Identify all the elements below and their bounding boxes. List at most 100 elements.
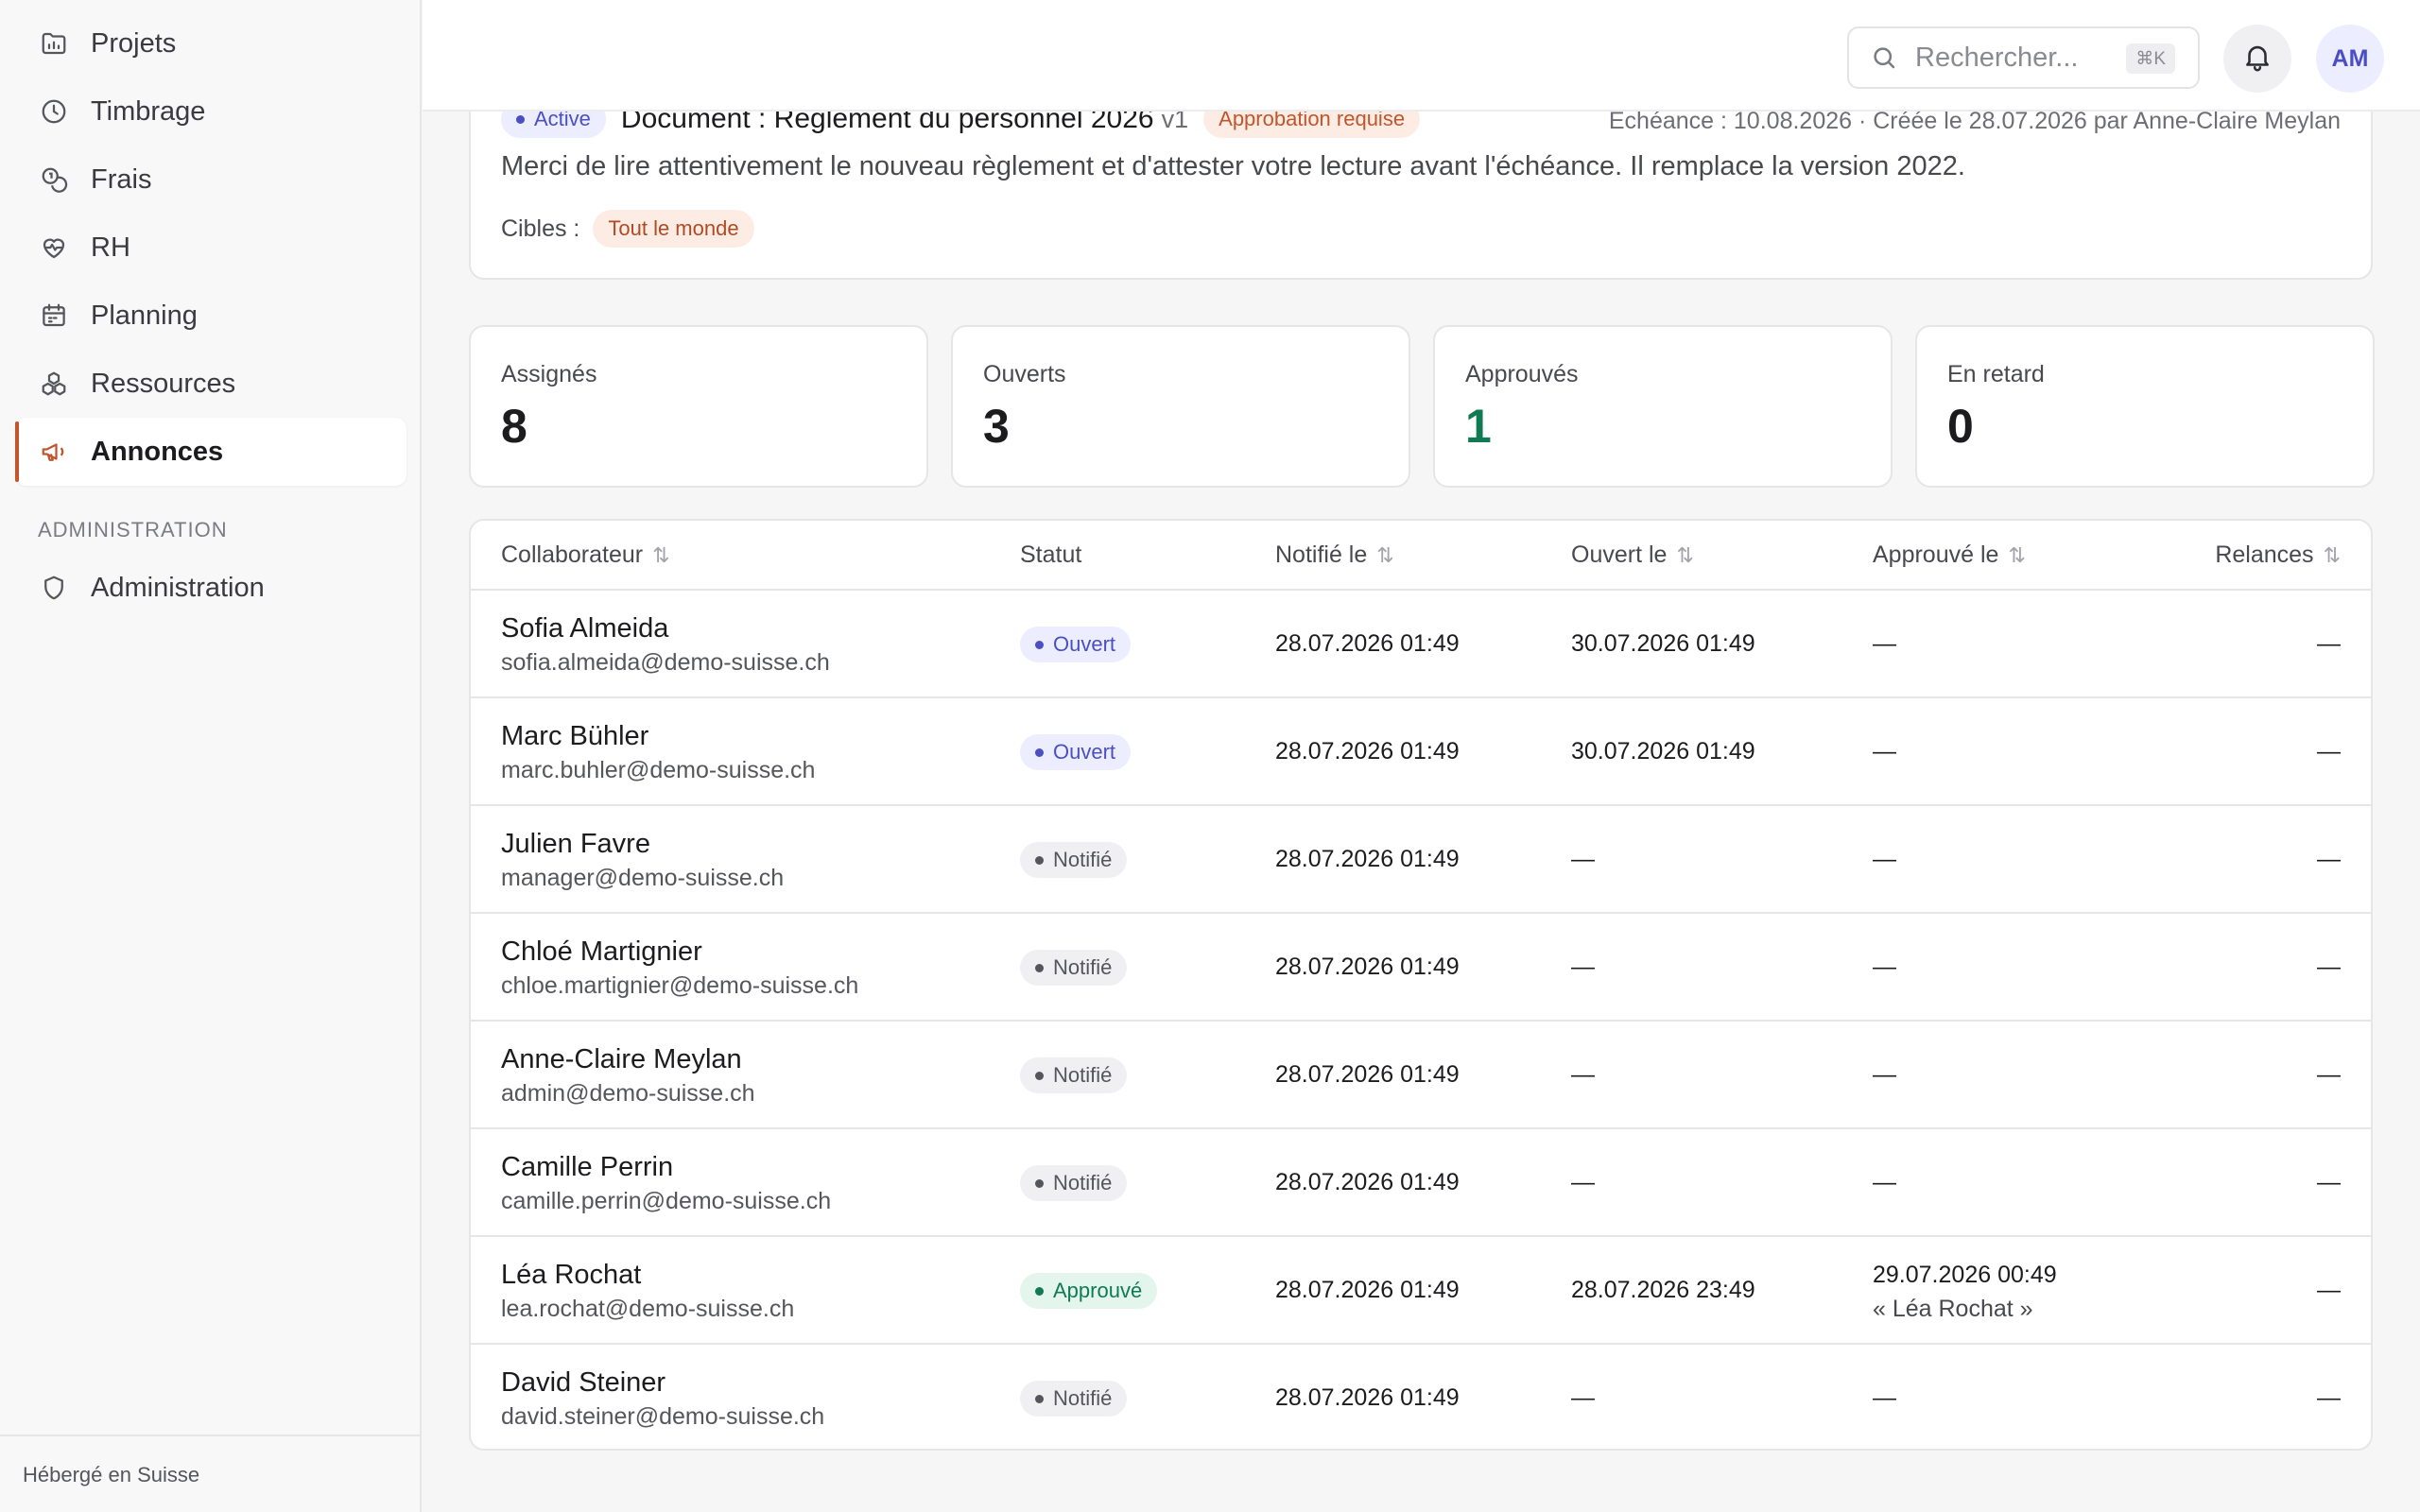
table-row[interactable]: Julien Favre manager@demo-suisse.ch Noti…: [471, 806, 2371, 914]
column-header-label: Collaborateur: [501, 541, 644, 568]
sidebar-item-label: Timbrage: [91, 95, 206, 127]
megaphone-icon: [38, 436, 70, 468]
search-icon: [1870, 43, 1898, 72]
status-badge: Ouvert: [1020, 627, 1132, 662]
table-row[interactable]: Camille Perrin camille.perrin@demo-suiss…: [471, 1129, 2371, 1237]
reminders-count: —: [2317, 846, 2341, 872]
reminders-count: —: [2317, 1384, 2341, 1411]
status-badge: Notifié: [1020, 842, 1128, 878]
recipients-table: Collaborateur ⇅ Statut Notifié le ⇅ Ouve…: [469, 519, 2373, 1451]
clock-icon: [38, 95, 70, 128]
sidebar-footer: Hébergé en Suisse: [0, 1435, 420, 1512]
shield-icon: [38, 572, 70, 604]
sidebar-item-ressources[interactable]: Ressources: [15, 350, 406, 418]
coins-icon: [38, 163, 70, 196]
reminders-count: —: [2317, 738, 2341, 765]
announcement-description: Merci de lire attentivement le nouveau r…: [501, 151, 1965, 181]
sidebar-item-annonces[interactable]: Annonces: [15, 418, 406, 486]
reminders-count: —: [2317, 630, 2341, 657]
opened-date: 30.07.2026 01:49: [1571, 630, 1755, 657]
column-header-label: Notifié le: [1275, 541, 1368, 568]
table-row[interactable]: Léa Rochat lea.rochat@demo-suisse.ch App…: [471, 1237, 2371, 1345]
search-input[interactable]: Rechercher... ⌘K: [1847, 26, 2200, 89]
table-row[interactable]: Marc Bühler marc.buhler@demo-suisse.ch O…: [471, 698, 2371, 806]
sidebar-item-timbrage[interactable]: Timbrage: [15, 77, 406, 146]
section-label-administration: ADMINISTRATION: [38, 518, 228, 541]
collaborator-email: camille.perrin@demo-suisse.ch: [501, 1188, 832, 1214]
targets-label: Cibles :: [501, 215, 580, 242]
search-placeholder: Rechercher...: [1915, 42, 2079, 73]
approved-date: 29.07.2026 00:49: [1873, 1262, 2057, 1288]
reminders-count: —: [2317, 954, 2341, 980]
notified-date: 28.07.2026 01:49: [1275, 846, 1460, 872]
collaborator-email: marc.buhler@demo-suisse.ch: [501, 757, 816, 783]
approved-date: —: [1873, 1384, 1896, 1411]
column-header-label: Approuvé le: [1873, 541, 1999, 568]
announcement-targets: Cibles : Tout le monde: [501, 210, 754, 248]
table-row[interactable]: David Steiner david.steiner@demo-suisse.…: [471, 1345, 2371, 1449]
table-header: Collaborateur ⇅ Statut Notifié le ⇅ Ouve…: [471, 521, 2371, 591]
announcement-meta: Échéance : 10.08.2026 · Créée le 28.07.2…: [1608, 108, 2341, 134]
status-badge: Notifié: [1020, 950, 1128, 986]
column-header-relances[interactable]: Relances ⇅: [2215, 541, 2341, 569]
collaborator-email: chloe.martignier@demo-suisse.ch: [501, 972, 859, 999]
column-header-approuve[interactable]: Approuvé le ⇅: [1873, 541, 2026, 569]
notified-date: 28.07.2026 01:49: [1275, 954, 1460, 980]
opened-date: 30.07.2026 01:49: [1571, 738, 1755, 765]
collaborator-email: sofia.almeida@demo-suisse.ch: [501, 649, 830, 676]
column-header-label: Statut: [1020, 541, 1082, 568]
sidebar-item-rh[interactable]: RH: [15, 214, 406, 282]
stat-label: Approuvés: [1465, 361, 1579, 387]
table-row[interactable]: Chloé Martignier chloe.martignier@demo-s…: [471, 914, 2371, 1022]
opened-date: 28.07.2026 23:49: [1571, 1277, 1755, 1303]
reminders-count: —: [2317, 1169, 2341, 1195]
collaborator-name: Camille Perrin: [501, 1152, 674, 1182]
stat-card-ouverts: Ouverts 3: [951, 325, 1410, 488]
sidebar-item-administration[interactable]: Administration: [15, 554, 406, 622]
status-badge: Ouvert: [1020, 734, 1132, 770]
column-header-collaborateur[interactable]: Collaborateur ⇅: [501, 541, 670, 569]
opened-date: —: [1571, 1061, 1595, 1088]
column-header-ouvert[interactable]: Ouvert le ⇅: [1571, 541, 1694, 569]
table-row[interactable]: Sofia Almeida sofia.almeida@demo-suisse.…: [471, 591, 2371, 698]
stat-value: 3: [983, 400, 1010, 453]
approved-date: —: [1873, 1061, 1896, 1088]
sidebar-item-label: Administration: [91, 572, 265, 603]
approved-date: —: [1873, 954, 1896, 980]
folder-chart-icon: [38, 27, 70, 60]
stat-label: Assignés: [501, 361, 597, 387]
announcement-detail-card: Active Document : Règlement du personnel…: [469, 38, 2373, 280]
collaborator-email: lea.rochat@demo-suisse.ch: [501, 1296, 795, 1322]
table-row[interactable]: Anne-Claire Meylan admin@demo-suisse.ch …: [471, 1022, 2371, 1129]
approved-date: —: [1873, 846, 1896, 872]
avatar[interactable]: AM: [2316, 25, 2384, 93]
sidebar-item-planning[interactable]: Planning: [15, 282, 406, 350]
topbar: Rechercher... ⌘K AM: [423, 0, 2420, 112]
stat-card-en-retard: En retard 0: [1915, 325, 2375, 488]
sidebar-item-projets[interactable]: Projets: [15, 9, 406, 77]
notifications-button[interactable]: [2223, 25, 2291, 93]
opened-date: —: [1571, 954, 1595, 980]
stat-value: 1: [1465, 400, 1492, 453]
column-header-label: Ouvert le: [1571, 541, 1668, 568]
sort-icon: ⇅: [1376, 542, 1394, 567]
sidebar-item-label: Planning: [91, 300, 198, 331]
collaborator-name: Marc Bühler: [501, 721, 649, 751]
notified-date: 28.07.2026 01:49: [1275, 1169, 1460, 1195]
sidebar-item-frais[interactable]: Frais: [15, 146, 406, 214]
status-badge: Notifié: [1020, 1057, 1128, 1093]
stat-label: Ouverts: [983, 361, 1066, 387]
collaborator-name: Sofia Almeida: [501, 613, 669, 644]
reminders-count: —: [2317, 1061, 2341, 1088]
collaborator-email: david.steiner@demo-suisse.ch: [501, 1403, 825, 1430]
column-header-notifie[interactable]: Notifié le ⇅: [1275, 541, 1394, 569]
opened-date: —: [1571, 1169, 1595, 1195]
target-badge: Tout le monde: [593, 210, 754, 248]
sort-icon: ⇅: [652, 542, 670, 567]
collaborator-email: admin@demo-suisse.ch: [501, 1080, 755, 1107]
collaborator-name: Anne-Claire Meylan: [501, 1044, 742, 1074]
stat-label: En retard: [1947, 361, 2045, 387]
notified-date: 28.07.2026 01:49: [1275, 630, 1460, 657]
stat-card-approuves: Approuvés 1: [1433, 325, 1893, 488]
collaborator-name: Julien Favre: [501, 829, 650, 859]
